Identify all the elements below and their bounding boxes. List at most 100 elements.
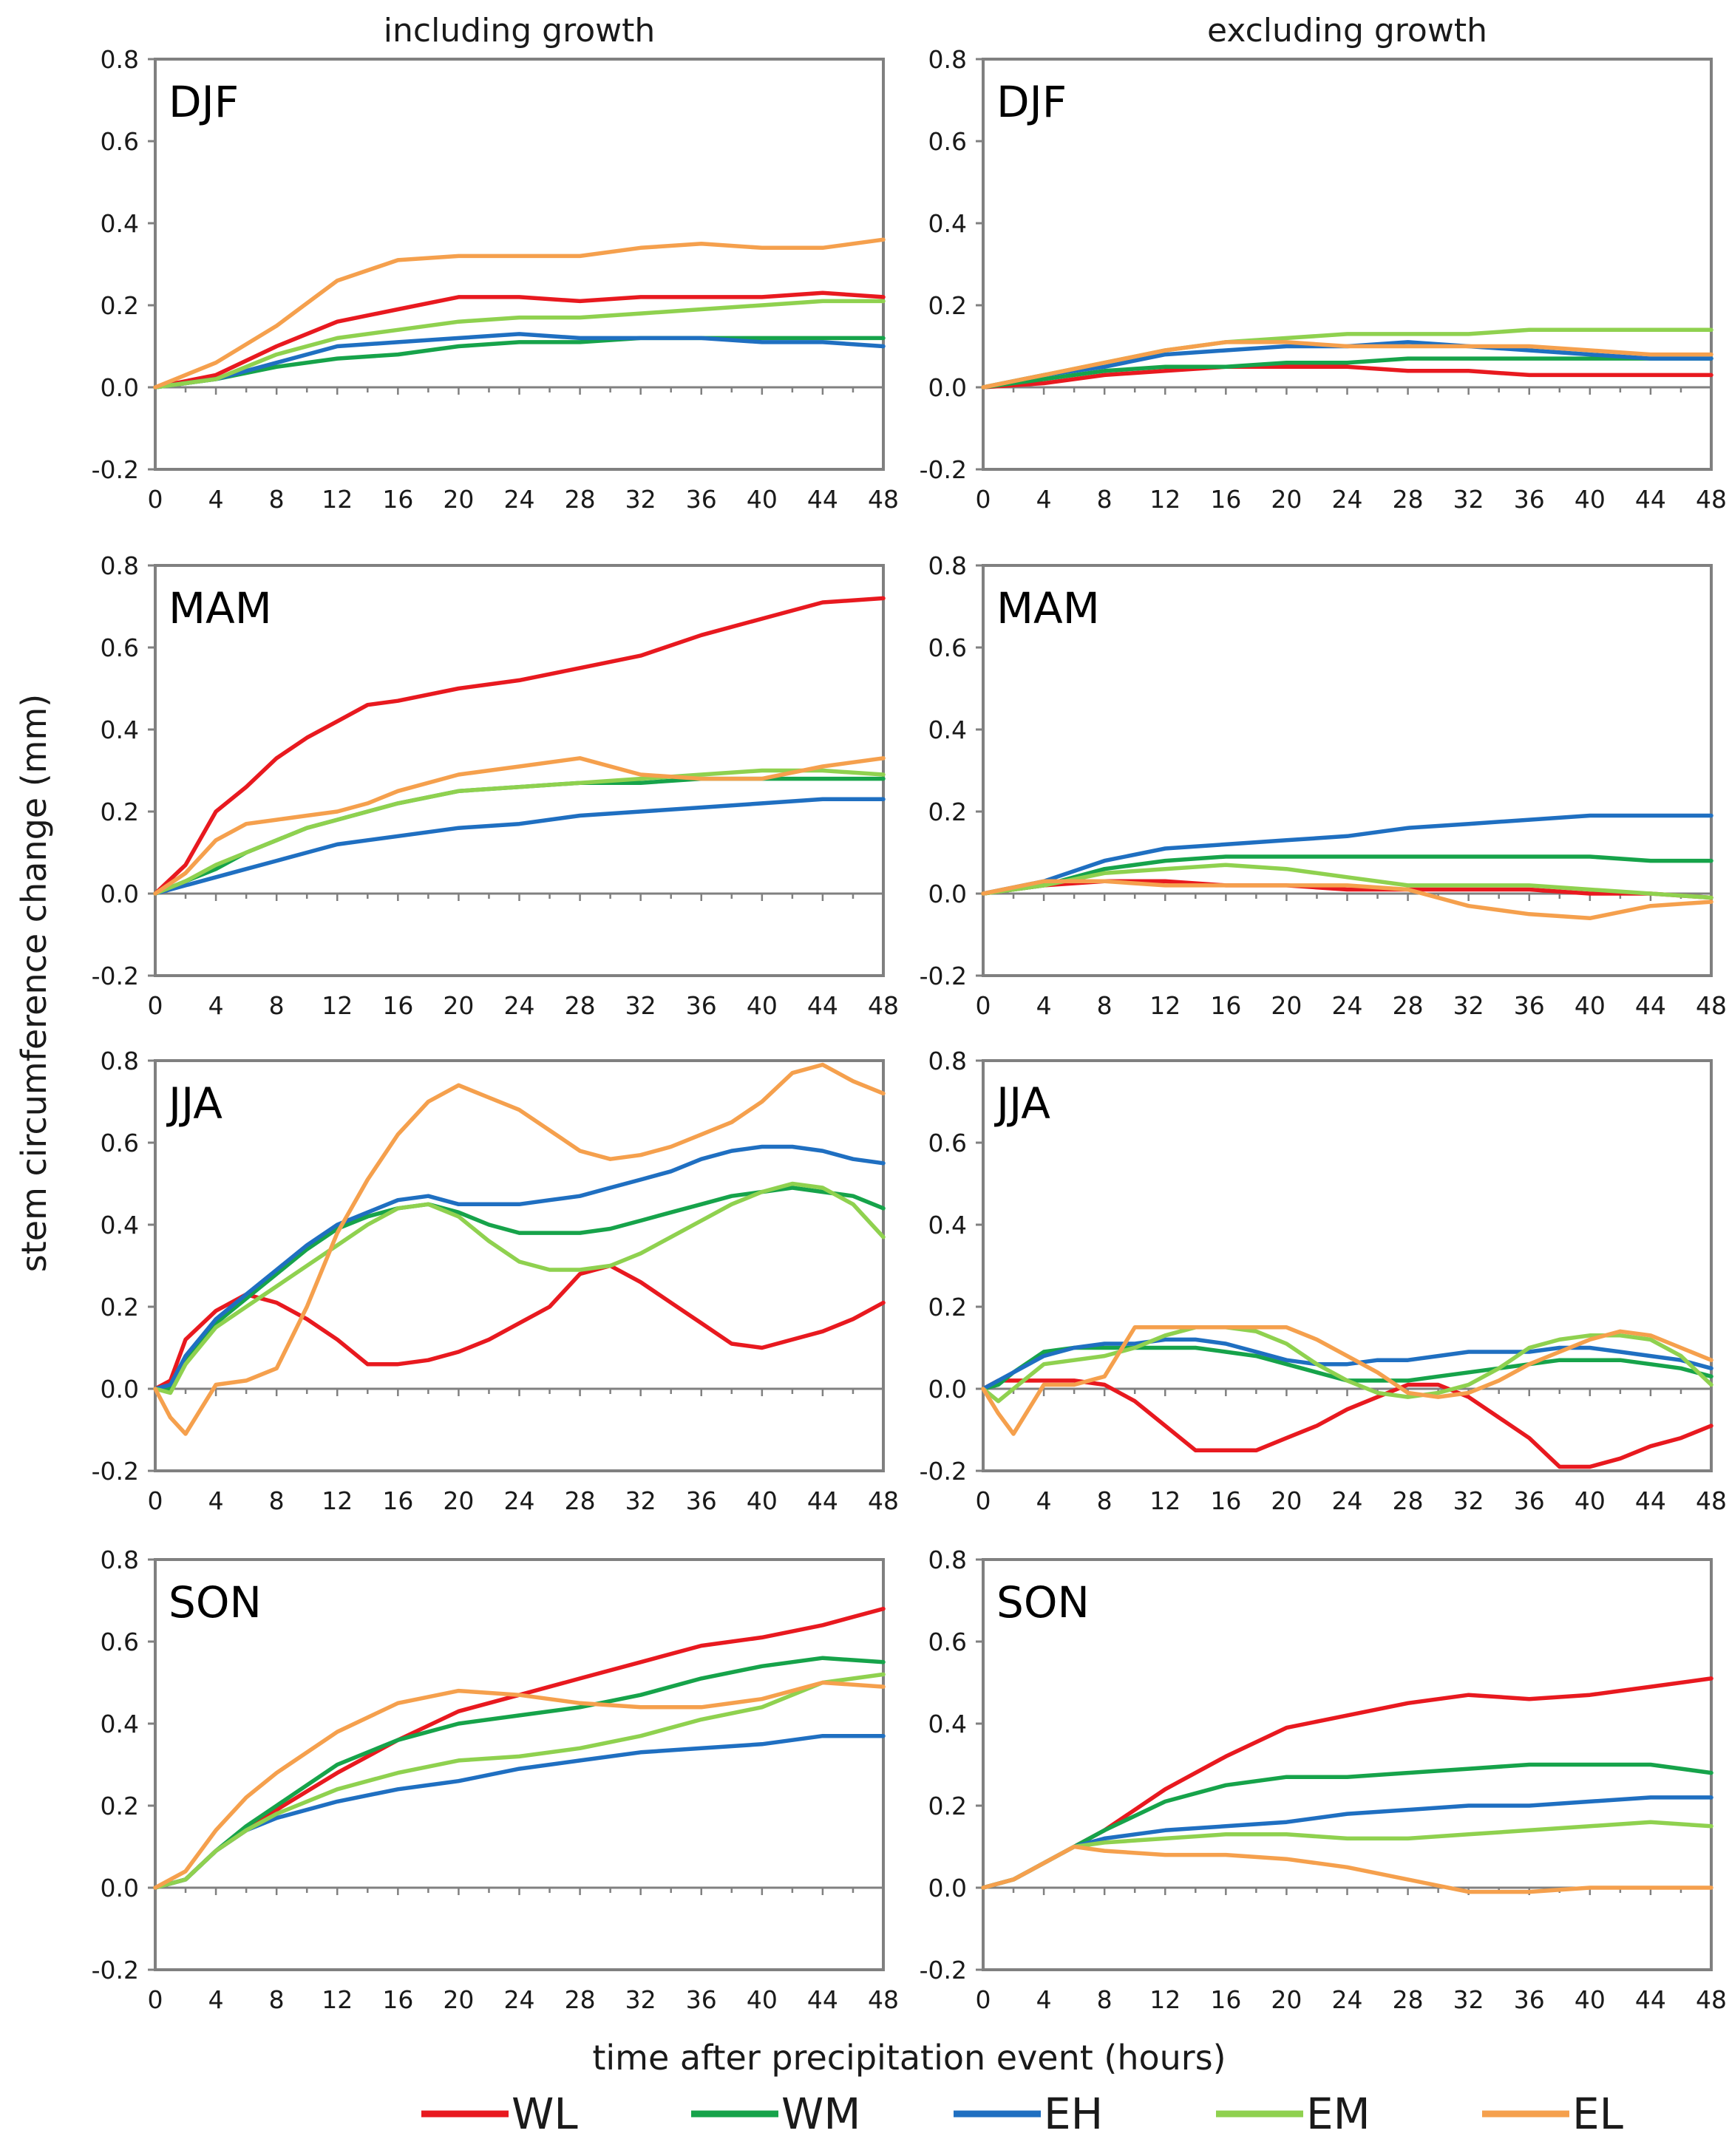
- x-tick-label: 8: [1097, 485, 1113, 514]
- series-line-el: [981, 1325, 1713, 1436]
- panel-jja-including-growth: 0.80.60.40.20.0-0.20 4 8 12 16 20 24 28 32 36 40 44…: [92, 1047, 899, 1515]
- panel-frame: [154, 1059, 885, 1472]
- x-tick-label: 8: [269, 991, 285, 1020]
- series-line-el: [153, 1062, 886, 1436]
- x-tick-label: 28: [565, 485, 596, 514]
- series-line-em: [153, 768, 886, 896]
- x-tick-label: 32: [625, 991, 656, 1020]
- series-line-el: [981, 879, 1713, 921]
- series-line-em: [153, 1672, 886, 1890]
- series-line-eh: [981, 813, 1713, 896]
- y-tick-label: 0.4: [928, 1211, 967, 1239]
- legend: WL WM EH EM EL: [421, 2089, 1623, 2139]
- x-axis-label: time after precipitation event (hours): [592, 2038, 1226, 2078]
- panel-title: JJA: [166, 1078, 223, 1129]
- x-tick-label: 4: [1036, 991, 1052, 1020]
- panel-frame: [154, 58, 885, 471]
- x-tick-label: 36: [1514, 991, 1545, 1020]
- y-tick-label: 0.6: [101, 1628, 139, 1656]
- x-tick-label: 8: [1097, 1486, 1113, 1515]
- series-line-wm: [981, 356, 1713, 390]
- y-tick-label: 0.0: [101, 1375, 139, 1404]
- y-tick-label: 0.6: [928, 127, 967, 156]
- column-title-including-growth: including growth: [384, 12, 655, 50]
- panel-frame: [982, 564, 1713, 977]
- x-tick-label: 28: [1393, 991, 1424, 1020]
- x-tick-label: 44: [807, 991, 838, 1020]
- x-tick-label: 16: [1210, 1486, 1241, 1515]
- y-tick-label: -0.2: [920, 962, 967, 990]
- column-title-excluding-growth: excluding growth: [1207, 12, 1487, 50]
- y-tick-label: -0.2: [92, 962, 139, 990]
- panel-son-including-growth: 0.80.60.40.20.0-0.20 4 8 12 16 20 24 28 32 36 40 44…: [92, 1545, 899, 2014]
- x-tick-label: 32: [625, 485, 656, 514]
- x-tick-label: 48: [1696, 1985, 1727, 2014]
- x-tick-label: 24: [1332, 1985, 1363, 2014]
- x-tick-label: 28: [1393, 1985, 1424, 2014]
- x-tick-label: 36: [686, 1985, 717, 2014]
- panel-title: DJF: [996, 77, 1067, 127]
- y-tick-label: -0.2: [920, 1457, 967, 1486]
- series-line-el: [981, 1844, 1713, 1894]
- x-tick-label: 4: [208, 1985, 224, 2014]
- x-tick-label: 8: [269, 485, 285, 514]
- series-line-em: [153, 299, 886, 390]
- x-tick-label: 32: [625, 1985, 656, 2014]
- x-tick-label: 28: [565, 991, 596, 1020]
- y-tick-label: 0.0: [101, 1874, 139, 1902]
- series-line-wm: [153, 336, 886, 390]
- x-tick-label: 24: [504, 485, 535, 514]
- y-tick-label: 0.8: [928, 1545, 967, 1574]
- x-tick-label: 48: [868, 485, 899, 514]
- x-tick-label: 16: [1210, 1985, 1241, 2014]
- x-tick-label: 48: [1696, 991, 1727, 1020]
- x-tick-label: 48: [1696, 485, 1727, 514]
- x-tick-label: 24: [1332, 1486, 1363, 1515]
- series-line-em: [981, 863, 1713, 900]
- legend-label-em: EM: [1306, 2089, 1370, 2139]
- x-tick-label: 36: [686, 485, 717, 514]
- y-tick-label: 0.0: [928, 880, 967, 908]
- y-tick-label: 0.8: [928, 1047, 967, 1075]
- x-tick-label: 36: [1514, 485, 1545, 514]
- x-tick-label: 0: [148, 1985, 163, 2014]
- x-tick-label: 44: [1635, 485, 1666, 514]
- x-tick-label: 40: [747, 1985, 778, 2014]
- series-line-wm: [981, 854, 1713, 896]
- x-tick-label: 48: [868, 1985, 899, 2014]
- x-tick-label: 0: [148, 485, 163, 514]
- y-tick-label: 0.8: [101, 1545, 139, 1574]
- x-tick-label: 24: [504, 991, 535, 1020]
- legend-label-eh: EH: [1044, 2089, 1103, 2139]
- y-tick-label: -0.2: [92, 1457, 139, 1486]
- y-tick-label: 0.0: [101, 880, 139, 908]
- series-line-wl: [153, 290, 886, 390]
- y-tick-label: 0.4: [101, 1211, 139, 1239]
- x-tick-label: 36: [686, 1486, 717, 1515]
- y-tick-label: -0.2: [920, 455, 967, 484]
- chart-panels: 0.80.60.40.20.0-0.20 4 8 12 16 20 24 28 32 36 40 44…: [92, 45, 1727, 2014]
- panel-mam-excluding-growth: 0.80.60.40.20.0-0.20 4 8 12 16 20 24 28 32 36 40 44…: [920, 551, 1727, 1020]
- y-tick-label: 0.4: [101, 715, 139, 744]
- x-tick-label: 44: [1635, 991, 1666, 1020]
- x-tick-label: 32: [1453, 1486, 1484, 1515]
- x-tick-label: 12: [322, 1985, 353, 2014]
- legend-label-el: EL: [1572, 2089, 1623, 2139]
- panel-title: SON: [996, 1577, 1090, 1628]
- series-line-el: [981, 340, 1713, 390]
- series-line-eh: [981, 1337, 1713, 1391]
- y-tick-label: 0.2: [928, 1792, 967, 1820]
- x-tick-label: 20: [1271, 485, 1302, 514]
- series-line-wl: [153, 596, 886, 896]
- y-tick-label: 0.2: [101, 1293, 139, 1322]
- y-tick-label: 0.4: [928, 1710, 967, 1738]
- x-tick-label: 20: [443, 991, 474, 1020]
- x-tick-label: 8: [1097, 1985, 1113, 2014]
- panel-djf-excluding-growth: 0.80.60.40.20.0-0.20 4 8 12 16 20 24 28 32 36 40 44…: [920, 45, 1727, 514]
- x-tick-label: 32: [1453, 1985, 1484, 2014]
- x-tick-label: 12: [322, 1486, 353, 1515]
- x-tick-label: 48: [868, 991, 899, 1020]
- x-tick-label: 20: [1271, 1985, 1302, 2014]
- y-tick-label: -0.2: [92, 455, 139, 484]
- series-line-em: [981, 1325, 1713, 1404]
